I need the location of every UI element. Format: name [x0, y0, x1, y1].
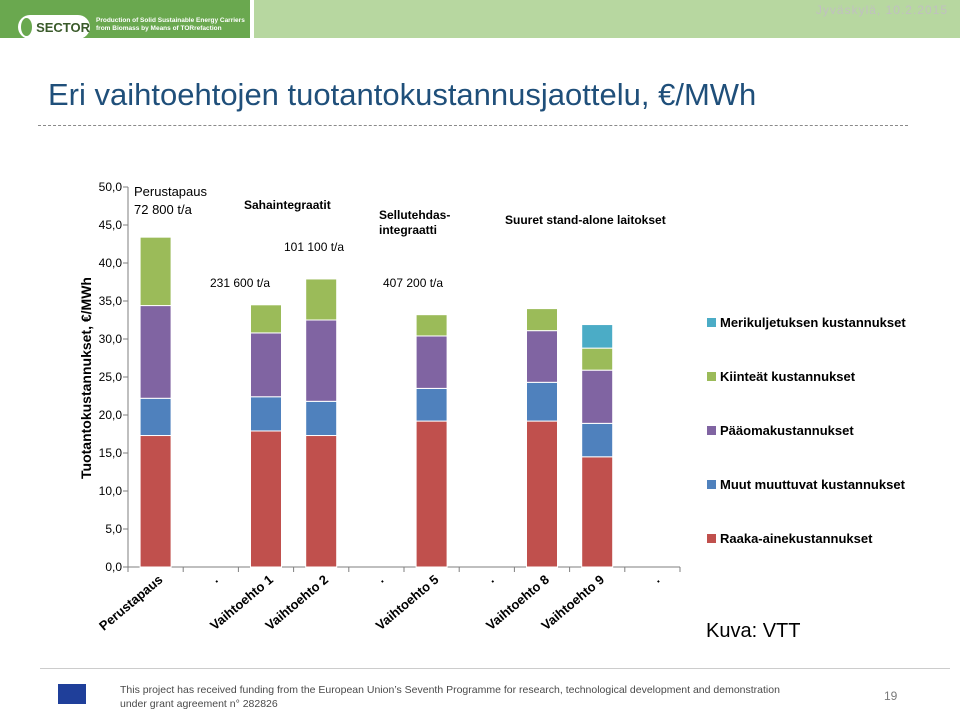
- funding-line-1: This project has received funding from t…: [120, 684, 780, 696]
- sector-logo: SECTOR: [18, 15, 90, 39]
- project-tagline: Production of Solid Sustainable Energy C…: [96, 17, 245, 33]
- bar-segment: [526, 330, 558, 383]
- bar-segment: [139, 236, 172, 307]
- legend-swatch: [707, 480, 716, 489]
- annotation-perustapaus-capacity: 72 800 t/a: [134, 202, 193, 217]
- bar-segment: [250, 396, 282, 432]
- bar-segment: [305, 435, 338, 568]
- legend-swatch: [707, 534, 716, 543]
- bar-segment: [415, 335, 448, 389]
- bar-segment: [415, 420, 448, 568]
- logo-text: SECTOR: [36, 19, 90, 35]
- tagline-line-1: Production of Solid Sustainable Energy C…: [96, 17, 245, 24]
- footer-divider: [40, 668, 950, 669]
- bar-segment: [581, 347, 614, 371]
- x-tick-label: .: [208, 572, 220, 586]
- legend-swatch: [707, 318, 716, 327]
- y-tick-label: 5,0: [105, 522, 122, 536]
- funding-line-2: under grant agreement n° 282826: [120, 698, 278, 710]
- annotation-integraatti: integraatti: [379, 223, 437, 237]
- y-axis-ticks: 0,0 5,0 10,0 15,0 20,0 25,0 30,0 35,0 40,0 45,0 50…: [99, 180, 128, 574]
- legend-label: Muut muuttuvat kustannukset: [720, 477, 906, 492]
- bar-segment: [581, 456, 614, 568]
- presentation-date: Jyväskylä, 10.2.2015: [815, 3, 948, 17]
- legend-swatch: [707, 372, 716, 381]
- bar-segment: [139, 397, 172, 437]
- x-tick-label: Perustapaus: [96, 572, 165, 634]
- bar-segment: [526, 308, 558, 332]
- y-tick-label: 45,0: [99, 218, 123, 232]
- bar-segment: [139, 305, 172, 399]
- annotation-perustapaus: Perustapaus: [134, 184, 207, 199]
- x-tick-label: .: [650, 572, 662, 586]
- bar-segment: [305, 400, 338, 437]
- y-tick-label: 25,0: [99, 370, 123, 384]
- bar-segment: [526, 420, 558, 568]
- title-divider: [38, 125, 908, 126]
- chart-legend: Merikuljetuksen kustannukset Kiinteät kus…: [707, 315, 906, 546]
- legend-swatch: [707, 426, 716, 435]
- bar-segment: [526, 381, 558, 422]
- legend-label: Raaka-ainekustannukset: [720, 531, 873, 546]
- bar-segment: [581, 369, 614, 424]
- y-tick-label: 0,0: [105, 560, 122, 574]
- bar-segment: [305, 319, 338, 402]
- bar-segment: [250, 332, 282, 398]
- header-bar: SECTOR Production of Solid Sustainable E…: [0, 0, 960, 39]
- y-tick-label: 30,0: [99, 332, 123, 346]
- bar-segment: [415, 387, 448, 422]
- y-tick-label: 10,0: [99, 484, 123, 498]
- y-tick-label: 40,0: [99, 256, 123, 270]
- y-tick-label: 15,0: [99, 446, 123, 460]
- annotation-101100: 101 100 t/a: [284, 240, 344, 254]
- annotation-407200: 407 200 t/a: [383, 276, 443, 290]
- logo-badge-icon: [21, 18, 33, 36]
- page-number: 19: [884, 689, 898, 703]
- eu-flag-icon: [58, 684, 86, 704]
- annotation-sahaintegraatit: Sahaintegraatit: [244, 198, 331, 212]
- tagline-line-2: from Biomass by Means of TORrefaction: [96, 25, 222, 32]
- slide-title: Eri vaihtoehtojen tuotantokustannusjaott…: [48, 77, 757, 112]
- bar-segment: [415, 314, 448, 337]
- annotation-sellutehdas: Sellutehdas-: [379, 208, 450, 222]
- annotation-231600: 231 600 t/a: [210, 276, 270, 290]
- legend-label: Merikuljetuksen kustannukset: [720, 315, 906, 330]
- y-axis-label: Tuotantokustannukset, €/MWh: [78, 277, 94, 479]
- funding-statement: This project has received funding from t…: [120, 683, 780, 711]
- bar-segment: [250, 304, 282, 334]
- legend-label: Kiinteät kustannukset: [720, 369, 856, 384]
- x-tick-label: .: [374, 572, 386, 586]
- y-tick-label: 20,0: [99, 408, 123, 422]
- bar-segment: [139, 435, 172, 568]
- image-credit: Kuva: VTT: [706, 620, 801, 642]
- y-tick-label: 35,0: [99, 294, 123, 308]
- bar-segment: [581, 324, 614, 349]
- y-tick-label: 50,0: [99, 180, 123, 194]
- bar-segment: [581, 422, 614, 458]
- header-divider: [250, 0, 254, 38]
- bar-segments: [139, 236, 614, 568]
- legend-label: Pääomakustannukset: [720, 423, 854, 438]
- x-tick-label: .: [484, 572, 496, 586]
- bar-segment: [250, 430, 282, 568]
- annotation-standalone: Suuret stand-alone laitokset: [505, 213, 666, 227]
- bar-segment: [305, 278, 338, 321]
